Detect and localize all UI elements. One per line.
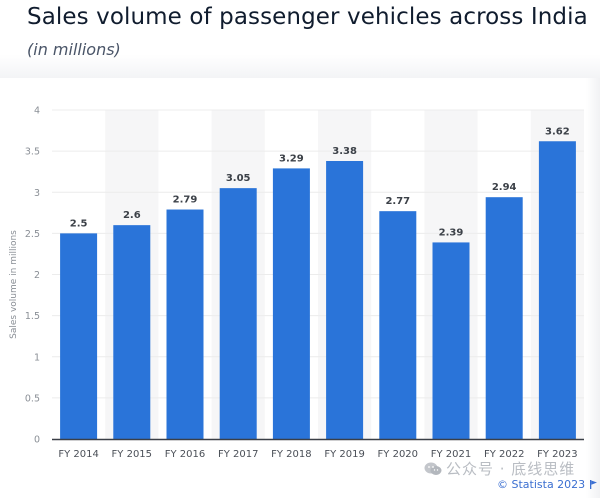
y-tick-label: 1 [34,352,40,363]
bar [432,242,470,439]
bar [272,168,310,439]
x-tick-label: FY 2016 [165,449,206,460]
bar [113,225,151,439]
x-tick-label: FY 2023 [537,449,578,460]
data-label: 3.62 [545,126,570,137]
bar [538,141,576,439]
bar [326,160,364,439]
bar [485,197,523,439]
watermark: 公众号 · 底线思维 [424,458,575,479]
statista-credit[interactable]: © Statista 2023 [497,478,598,492]
chart-title: Sales volume of passenger vehicles acros… [27,4,588,30]
x-tick-label: FY 2022 [484,449,525,460]
y-tick-label: 0.5 [25,393,40,404]
y-tick-label: 1.5 [25,311,40,322]
watermark-text: 公众号 · 底线思维 [446,460,576,478]
y-tick-label: 2 [34,270,40,281]
data-label: 2.94 [492,182,517,193]
flag-icon[interactable] [590,479,598,492]
x-tick-label: FY 2020 [378,449,419,460]
data-label: 3.38 [332,146,357,157]
bar [166,209,204,439]
data-label: 2.77 [385,196,410,207]
y-axis-label: Sales volume in millions [9,230,19,339]
x-tick-label: FY 2015 [112,449,153,460]
bar [60,233,98,439]
y-tick-label: 4 [34,106,40,117]
wechat-icon [424,462,442,476]
credit-text[interactable]: © Statista 2023 [497,478,586,491]
data-label: 3.29 [279,153,304,164]
x-tick-label: FY 2014 [58,449,99,460]
y-tick-label: 3.5 [25,147,40,158]
bar [379,211,417,439]
data-label: 3.05 [226,173,251,184]
chart-subtitle: (in millions) [27,40,121,59]
y-tick-label: 3 [34,188,40,199]
y-tick-label: 0 [34,435,40,446]
x-tick-label: FY 2021 [431,449,472,460]
x-tick-label: FY 2018 [271,449,312,460]
chart-header: Sales volume of passenger vehicles acros… [0,0,600,78]
y-tick-label: 2.5 [25,229,40,240]
data-label: 2.39 [439,227,464,238]
x-tick-label: FY 2017 [218,449,259,460]
data-label: 2.79 [173,195,198,206]
data-label: 2.6 [123,210,141,221]
x-tick-label: FY 2019 [324,449,365,460]
data-label: 2.5 [70,218,88,229]
bar [219,188,257,439]
right-edge-shade [586,78,600,498]
